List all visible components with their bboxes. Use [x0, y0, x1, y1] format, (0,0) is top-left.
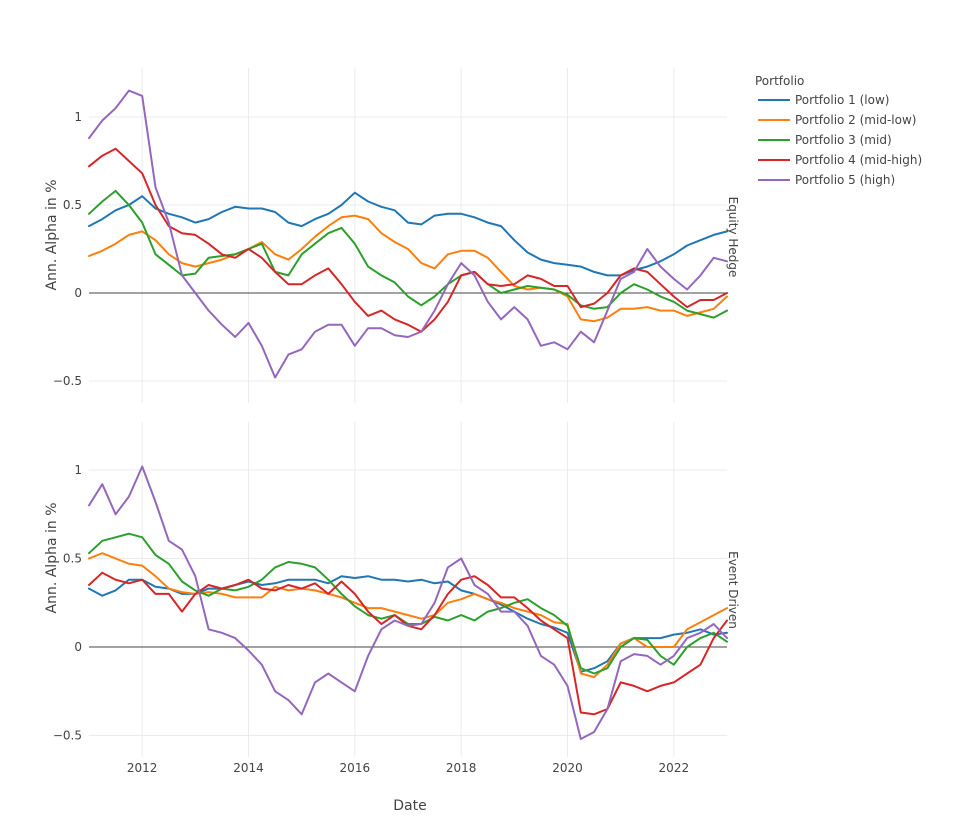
series-line-5 — [88, 465, 728, 740]
series-line-2 — [88, 552, 728, 679]
y-tick-label: 1 — [74, 110, 82, 124]
x-axis-title: Date — [393, 798, 426, 814]
series-line-5 — [88, 89, 728, 379]
series-line-3 — [88, 189, 728, 319]
series-line-2 — [88, 214, 728, 323]
legend-item[interactable]: Portfolio 2 (mid-low) — [758, 113, 916, 127]
y-tick-label: −0.5 — [53, 374, 82, 388]
panel-equity-hedge: −0.5 0 0.5 1 — [53, 68, 728, 403]
y-tick-label: 0 — [74, 286, 82, 300]
panel-event-driven: −0.5 0 0.5 1 — [53, 422, 728, 757]
legend-label: Portfolio 5 (high) — [795, 173, 895, 187]
x-tick-label: 2022 — [659, 761, 690, 775]
facet-label-event-driven: Event Driven — [726, 551, 740, 629]
y-tick-label: 0.5 — [63, 552, 82, 566]
x-tick-label: 2018 — [446, 761, 477, 775]
legend-item[interactable]: Portfolio 5 (high) — [758, 173, 895, 187]
y-tick-label: 1 — [74, 463, 82, 477]
series-line-4 — [88, 147, 728, 333]
x-axis: 2012 2014 2016 2018 2020 2022 — [127, 761, 689, 775]
facet-label-equity-hedge: Equity Hedge — [726, 197, 740, 278]
y-tick-label: −0.5 — [53, 729, 82, 743]
y-axis-title-bottom: Ann. Alpha in % — [44, 503, 60, 614]
x-tick-label: 2012 — [127, 761, 158, 775]
x-tick-label: 2014 — [233, 761, 264, 775]
x-tick-label: 2020 — [552, 761, 583, 775]
legend-item[interactable]: Portfolio 1 (low) — [758, 93, 889, 107]
y-tick-label: 0 — [74, 640, 82, 654]
x-tick-label: 2016 — [340, 761, 371, 775]
y-tick-label: 0.5 — [63, 198, 82, 212]
legend: Portfolio Portfolio 1 (low) Portfolio 2 (… — [755, 74, 922, 187]
y-axis-title-top: Ann. Alpha in % — [44, 180, 60, 291]
legend-label: Portfolio 3 (mid) — [795, 133, 892, 147]
legend-item[interactable]: Portfolio 4 (mid-high) — [758, 153, 922, 167]
series-line-3 — [88, 532, 728, 675]
legend-label: Portfolio 1 (low) — [795, 93, 889, 107]
legend-label: Portfolio 2 (mid-low) — [795, 113, 916, 127]
legend-label: Portfolio 4 (mid-high) — [795, 153, 922, 167]
legend-item[interactable]: Portfolio 3 (mid) — [758, 133, 892, 147]
legend-title: Portfolio — [755, 74, 804, 88]
